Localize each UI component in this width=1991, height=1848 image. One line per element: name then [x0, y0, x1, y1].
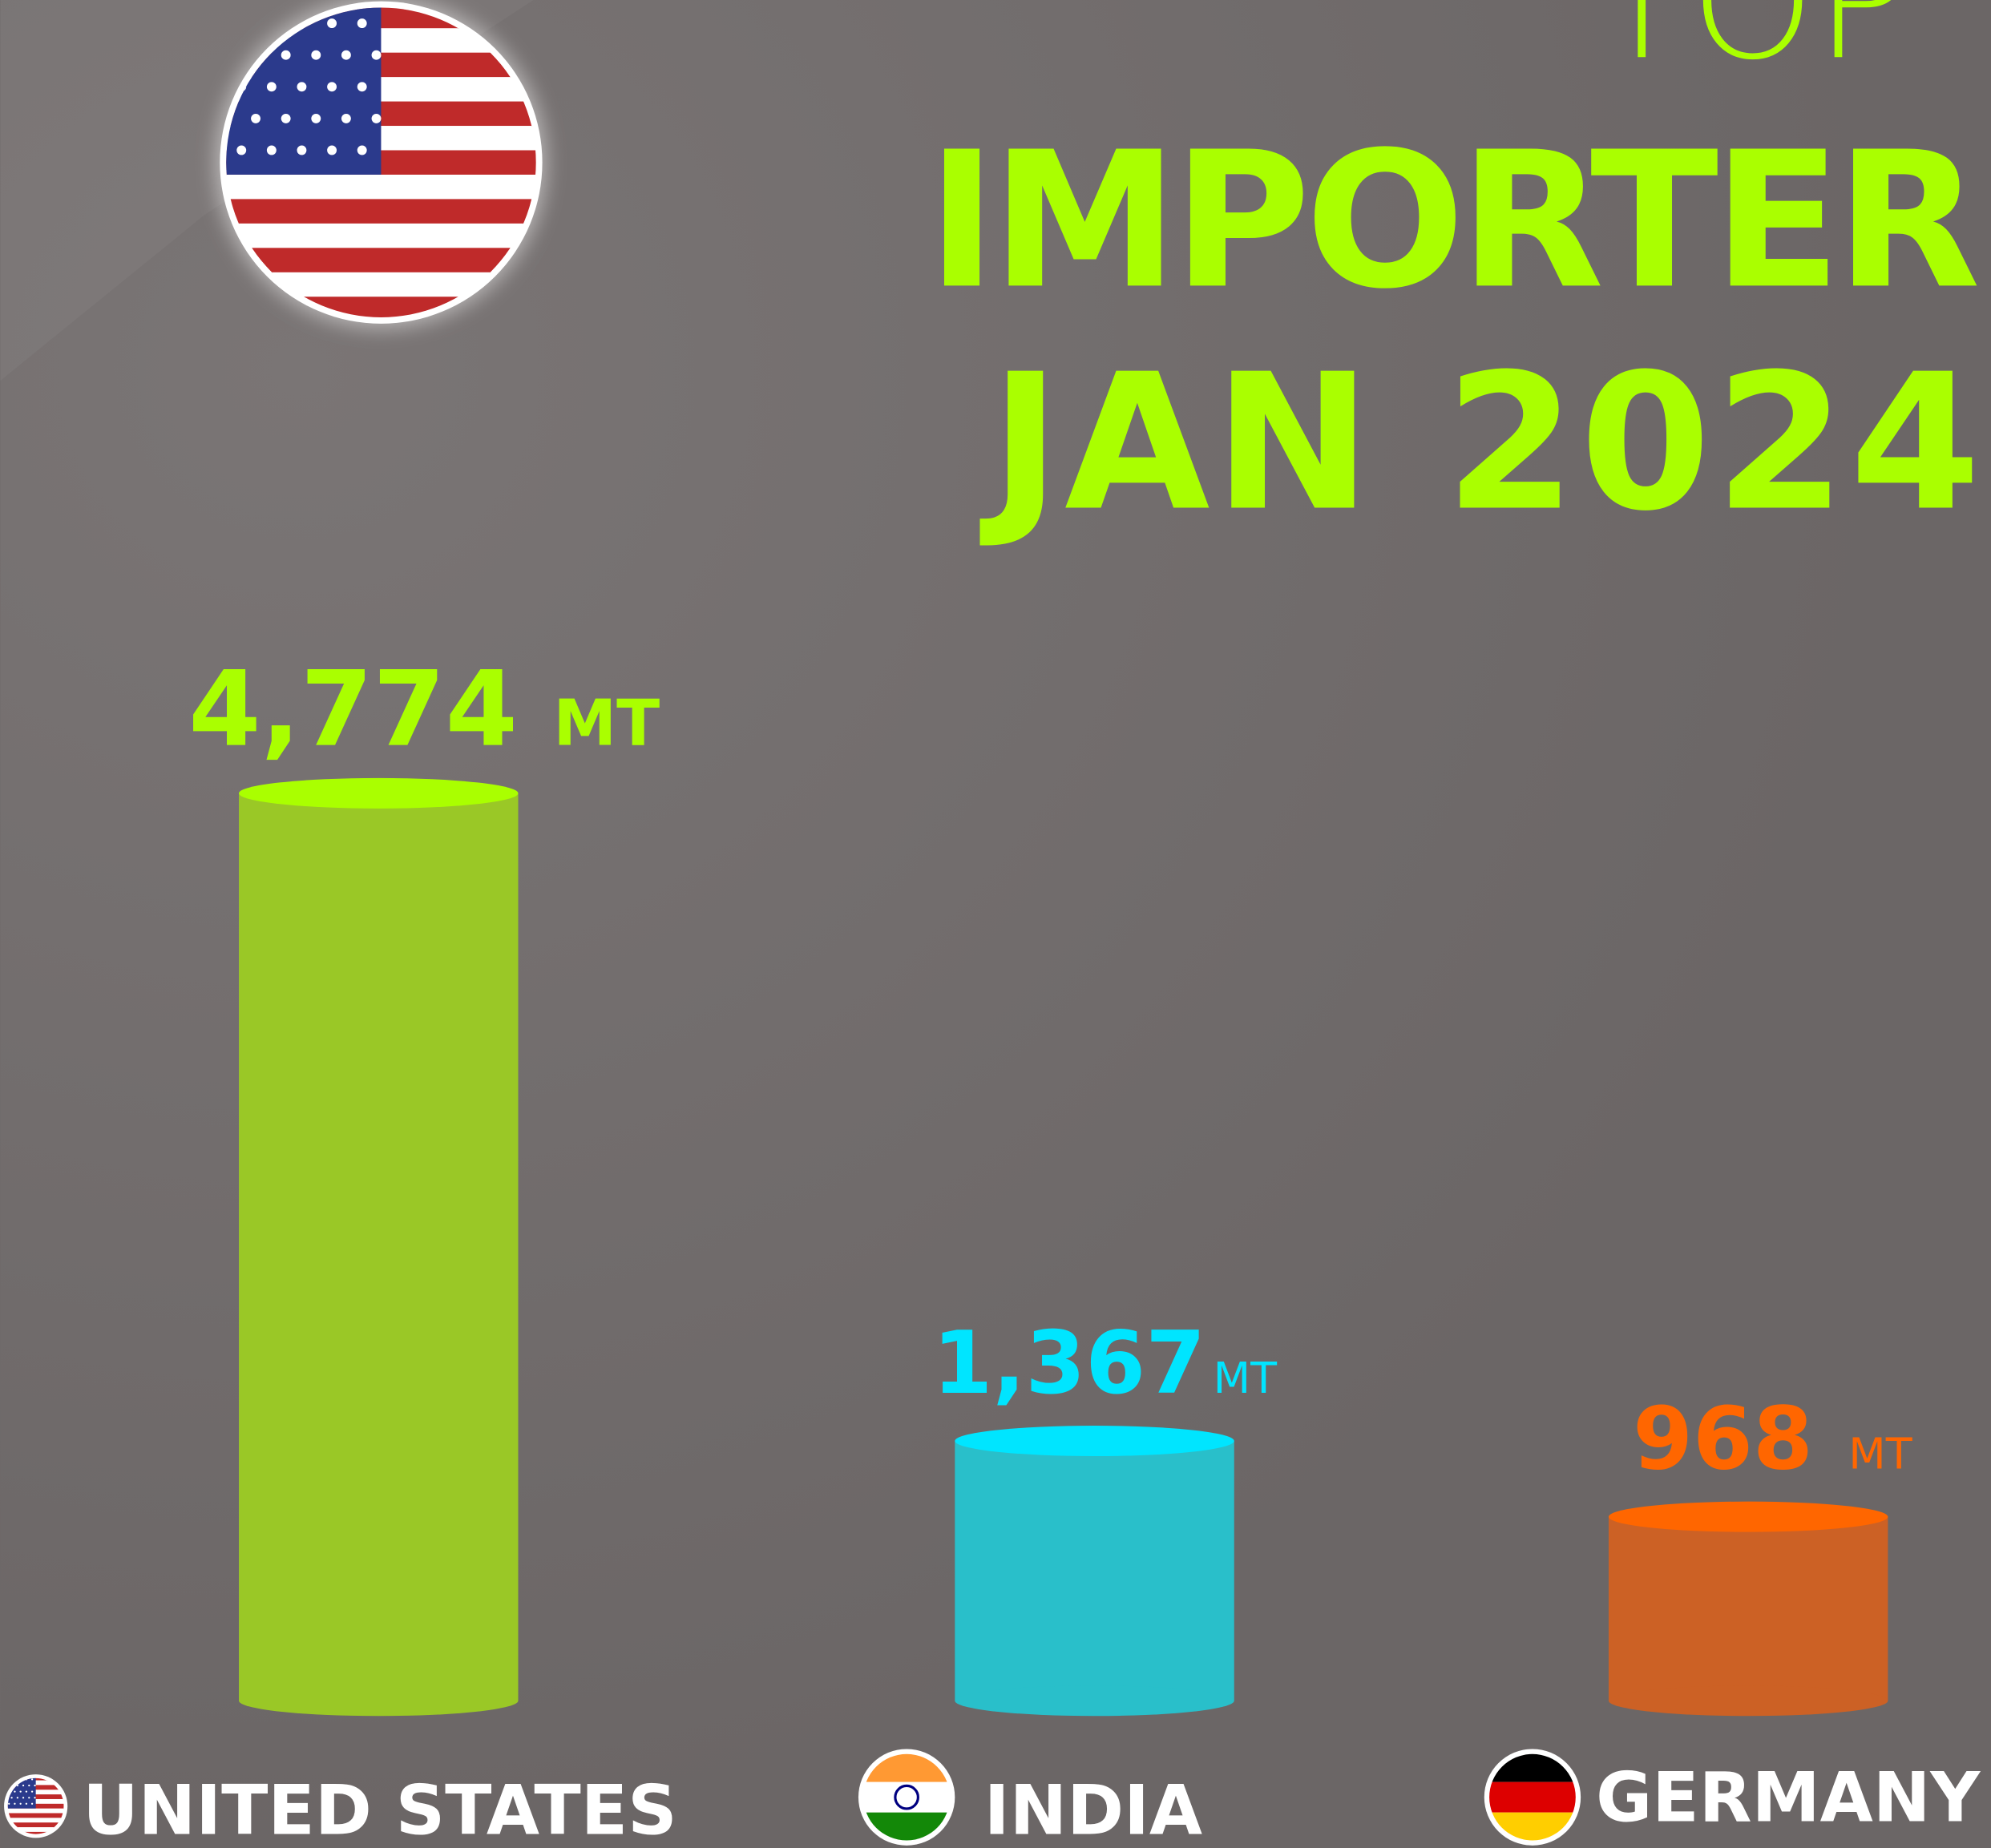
title-line: IMPORTER	[927, 111, 1981, 330]
bar-body	[1608, 1516, 1888, 1701]
cylinder	[1608, 1501, 1888, 1717]
cylinder	[239, 777, 519, 1717]
bar-body	[239, 793, 519, 1701]
value-label: 4,774	[188, 648, 518, 770]
bar-top	[1608, 1501, 1888, 1532]
bar-top	[955, 1426, 1234, 1457]
category-label: GERMANY	[1596, 1759, 1981, 1838]
india-flag	[858, 1749, 955, 1846]
bar-body	[955, 1441, 1234, 1701]
category-label: INDIA	[984, 1772, 1202, 1848]
title-line: TOP	[1593, 0, 1911, 95]
bar-bottom	[1608, 1685, 1888, 1717]
bar-bottom	[239, 1685, 519, 1717]
germany-flag	[1484, 1749, 1581, 1846]
category-label: UNITED STATES	[83, 1772, 677, 1848]
value-label: 1,367	[933, 1313, 1206, 1414]
title-line: JAN 2024	[979, 334, 1981, 553]
value-unit: MT	[553, 687, 660, 761]
us-flag-small	[4, 1774, 68, 1838]
cylinder	[955, 1426, 1234, 1717]
value-unit: MT	[1214, 1353, 1278, 1403]
us-flag-large	[216, 0, 547, 328]
value-unit: MT	[1848, 1428, 1912, 1479]
value-label: 968	[1633, 1389, 1813, 1489]
bar-bottom	[955, 1685, 1234, 1717]
bar-top	[239, 777, 519, 809]
light-ray	[0, 0, 534, 381]
